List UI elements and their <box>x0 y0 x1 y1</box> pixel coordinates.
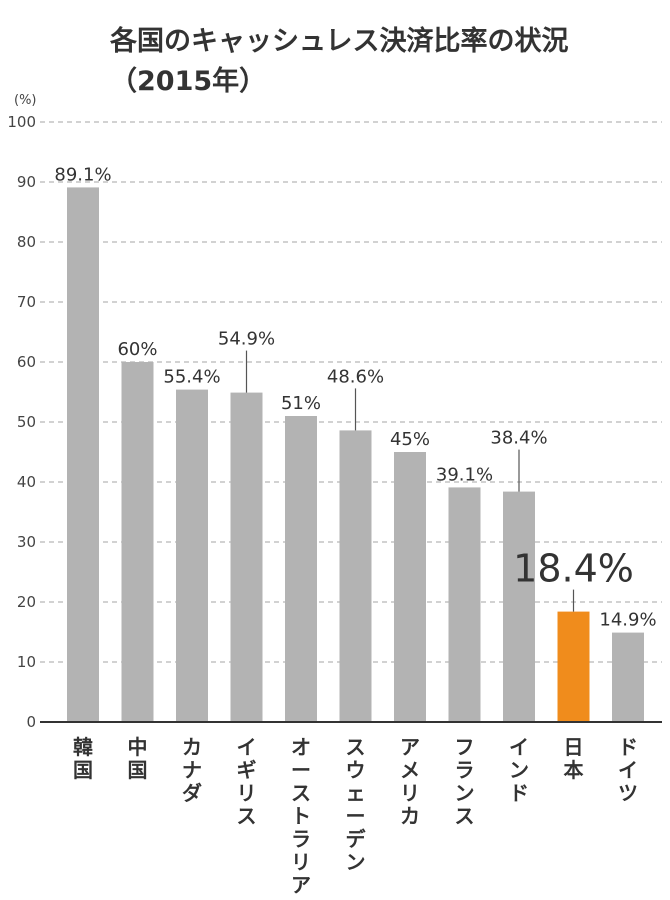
bar-日本 <box>557 611 590 722</box>
y-tick-label: 10 <box>17 653 36 671</box>
data-label: 60% <box>117 339 157 360</box>
bar-スウェーデン <box>339 430 372 722</box>
y-tick-label: 40 <box>17 473 36 491</box>
data-label: 14.9% <box>599 610 656 631</box>
bar-イギリス <box>230 392 263 722</box>
category-label: フランス <box>455 735 475 828</box>
y-axis-unit-label: (%) <box>14 93 37 108</box>
category-label: アメリカ <box>400 735 420 828</box>
chart-title: 各国のキャッシュレス決済比率の状況 （2015年） <box>110 22 568 102</box>
y-tick-label: 0 <box>26 713 36 731</box>
bar-中国 <box>121 362 154 722</box>
category-label: 韓国 <box>73 735 93 782</box>
category-label: ドイツ <box>618 735 638 805</box>
data-label: 45% <box>390 429 430 450</box>
data-label: 18.4% <box>513 547 634 591</box>
y-tick-label: 80 <box>17 233 36 251</box>
data-label: 54.9% <box>218 329 275 350</box>
category-label: イギリス <box>237 735 257 828</box>
y-tick-label: 20 <box>17 593 36 611</box>
chart-title-line-1: 各国のキャッシュレス決済比率の状況 <box>110 26 569 57</box>
bar-アメリカ <box>394 452 426 722</box>
category-label: カナダ <box>182 735 202 805</box>
y-tick-label: 100 <box>7 113 36 131</box>
y-tick-label: 90 <box>17 173 36 191</box>
bar-オーストラリア <box>285 416 317 722</box>
data-labels: 89.1% 60% 55.4% 54.9% 51% 48.6% 45% 39.1% 38.4% 1… <box>54 164 656 630</box>
category-label: オーストラリア <box>291 735 311 897</box>
data-label: 89.1% <box>54 164 111 185</box>
category-label: インド <box>509 735 529 805</box>
leader-lines <box>245 350 575 612</box>
category-label: スウェーデン <box>346 735 367 874</box>
bar-ドイツ <box>612 632 644 722</box>
data-label: 48.6% <box>327 366 384 387</box>
category-label: 日本 <box>564 735 584 782</box>
data-label: 39.1% <box>436 464 493 485</box>
y-tick-label: 60 <box>17 353 36 371</box>
data-label: 55.4% <box>163 367 220 388</box>
bar-インド <box>503 491 535 722</box>
y-tick-label: 30 <box>17 533 36 551</box>
y-axis-tick-labels: 0 10 20 30 40 50 60 70 80 90 100 <box>7 113 36 731</box>
data-label: 38.4% <box>490 428 547 449</box>
y-tick-label: 50 <box>17 413 36 431</box>
bar-カナダ <box>176 389 208 722</box>
bar-韓国 <box>67 187 99 722</box>
data-label: 51% <box>281 393 321 414</box>
category-label: 中国 <box>128 735 148 782</box>
y-tick-label: 70 <box>17 293 36 311</box>
bar-フランス <box>448 487 481 722</box>
chart-title-line-2: （2015年） <box>110 66 267 97</box>
bars <box>67 187 644 722</box>
